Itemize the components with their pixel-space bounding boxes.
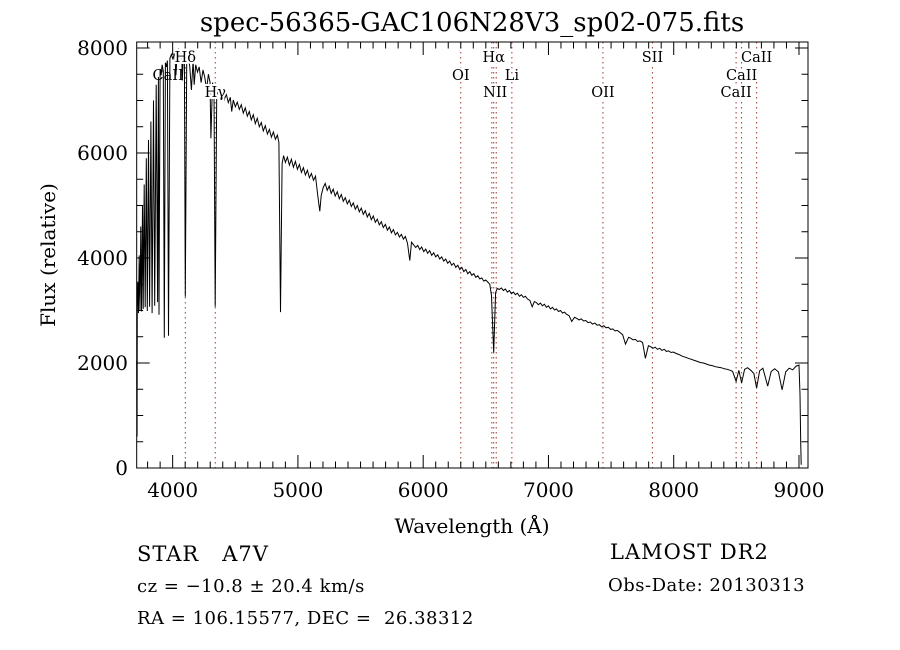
y-tick-label: 0 — [115, 456, 128, 480]
survey-text: LAMOST DR2 — [610, 540, 769, 564]
line-marker-label: Li — [505, 68, 520, 84]
line-marker-label: CaII — [720, 85, 751, 101]
obs-date-text: Obs-Date: 20130313 — [608, 575, 805, 596]
line-marker-labels-behind: CaII — [151, 66, 186, 86]
line-marker-label: CaII — [726, 68, 757, 84]
line-marker-label: SII — [642, 50, 663, 66]
line-marker-label: CaII — [741, 50, 772, 66]
x-tick-label: 5000 — [272, 478, 323, 502]
plot-title: spec-56365-GAC106N28V3_sp02-075.fits — [200, 8, 744, 38]
line-marker-label: OI — [452, 68, 470, 84]
x-tick-label: 9000 — [774, 478, 825, 502]
x-tick-label: 4000 — [147, 478, 198, 502]
spectrum-trace-group — [136, 48, 802, 465]
axis-ticks — [136, 42, 808, 469]
x-tick-label: 6000 — [398, 478, 449, 502]
object-class-text: STAR A7V — [137, 542, 269, 566]
line-marker-label: Hα — [482, 50, 505, 66]
plot-frame — [136, 41, 809, 469]
x-tick-label: 7000 — [523, 478, 574, 502]
y-tick-label: 2000 — [77, 351, 128, 375]
y-tick-label: 8000 — [77, 36, 128, 60]
line-marker-lines — [184, 42, 758, 468]
axis-tick-labels: 4000 5000 6000 7000 8000 9000 0 2000 4000 6000 800… — [77, 36, 824, 502]
line-marker-label: Hδ — [175, 50, 196, 66]
line-marker-label: Hγ — [205, 85, 226, 101]
line-marker-label: OII — [591, 85, 614, 101]
spectrum-trace — [136, 48, 802, 465]
y-tick-label: 4000 — [77, 246, 128, 270]
line-marker-label: CaII — [153, 68, 184, 84]
y-tick-label: 6000 — [77, 141, 128, 165]
cz-text: cz = −10.8 ± 20.4 km/s — [137, 576, 365, 597]
radec-text: RA = 106.15577, DEC = 26.38312 — [137, 608, 474, 629]
y-axis-label: Flux (relative) — [36, 183, 60, 327]
line-marker-label: NII — [483, 85, 507, 101]
x-tick-label: 8000 — [648, 478, 699, 502]
x-axis-label: Wavelength (Å) — [394, 513, 549, 538]
